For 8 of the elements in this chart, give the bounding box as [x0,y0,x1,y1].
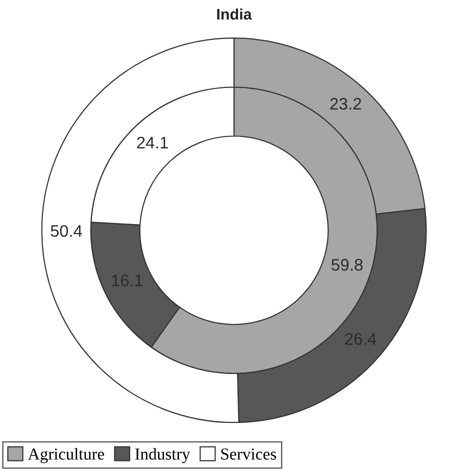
legend-label: Services [221,448,276,460]
legend-label: Agriculture [28,448,104,464]
data-label: 23.2 [330,98,362,110]
data-label: 24.1 [137,136,168,148]
legend-label: Industry [135,448,190,464]
data-label: 59.8 [332,258,363,271]
chart-title: India [217,8,252,20]
data-label: 50.4 [50,225,82,237]
